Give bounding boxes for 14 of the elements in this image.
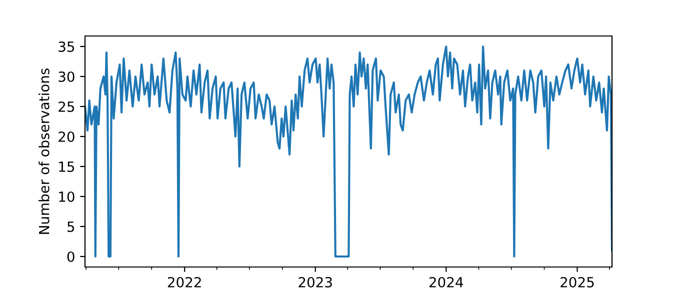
y-tick-label: 30: [58, 71, 74, 82]
line-series: [85, 45, 612, 258]
y-tick-label: 0: [67, 251, 74, 262]
x-tick-label: 2025: [560, 276, 594, 288]
y-axis-title: Number of observations: [38, 68, 50, 234]
x-tick-label: 2022: [168, 276, 201, 288]
x-tick-label: 2023: [298, 276, 332, 288]
y-tick-label: 10: [59, 191, 74, 202]
y-tick-label: 25: [58, 101, 74, 112]
y-tick-label: 5: [68, 222, 74, 232]
y-tick-label: 20: [58, 131, 74, 142]
y-tick-label: 35: [58, 41, 74, 52]
x-tick-label: 2024: [429, 276, 464, 288]
y-tick-label: 15: [59, 162, 74, 172]
